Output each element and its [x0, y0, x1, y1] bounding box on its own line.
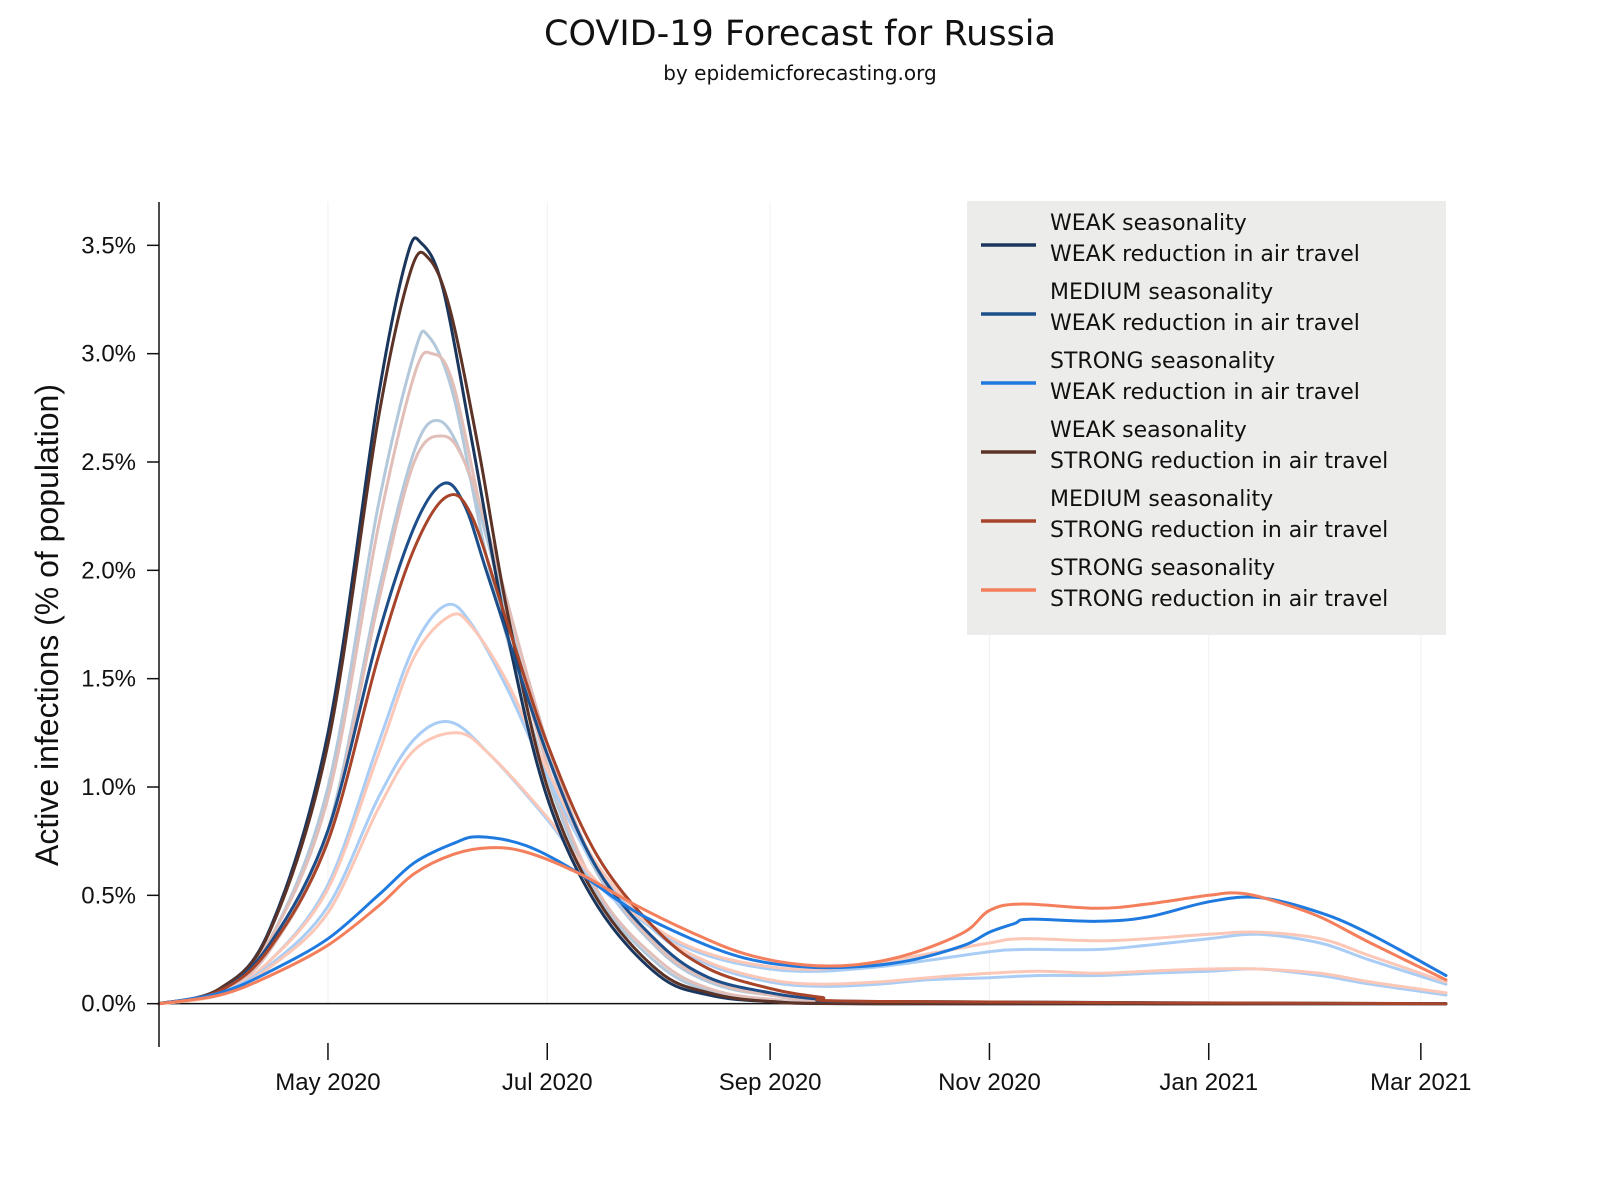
- legend-label: MEDIUM seasonality: [1050, 487, 1273, 512]
- plot-lines: [157, 236, 1448, 1006]
- x-tick-label: May 2020: [275, 1069, 380, 1096]
- x-tick-label: Nov 2020: [938, 1069, 1041, 1096]
- legend-label: STRONG seasonality: [1050, 556, 1275, 581]
- x-tick-label: Jul 2020: [502, 1069, 593, 1096]
- y-tick-label: 3.5%: [81, 232, 136, 259]
- legend-label: WEAK reduction in air travel: [1050, 242, 1360, 267]
- series-line: [157, 612, 1448, 1006]
- legend-label: WEAK seasonality: [1050, 418, 1247, 443]
- legend-label: STRONG reduction in air travel: [1050, 449, 1388, 474]
- legend-label: WEAK reduction in air travel: [1050, 380, 1360, 405]
- y-tick-label: 0.0%: [81, 991, 136, 1018]
- y-tick-label: 1.0%: [81, 774, 136, 801]
- legend-label: WEAK seasonality: [1050, 211, 1247, 236]
- legend-label: WEAK reduction in air travel: [1050, 311, 1360, 336]
- y-tick-label: 0.5%: [81, 882, 136, 909]
- chart-title: COVID-19 Forecast for Russia: [544, 14, 1056, 54]
- x-tick-label: Sep 2020: [719, 1069, 822, 1096]
- x-ticks: May 2020 Jul 2020 Sep 2020 Nov 2020 Jan 2021…: [275, 1043, 1472, 1096]
- y-tick-label: 2.5%: [81, 449, 136, 476]
- x-tick-label: Mar 2021: [1370, 1069, 1471, 1096]
- series-line: [157, 602, 1448, 1006]
- legend-label: STRONG seasonality: [1050, 349, 1275, 374]
- legend-label: STRONG reduction in air travel: [1050, 587, 1388, 612]
- series-line: [157, 835, 1448, 1006]
- chart-subtitle: by epidemicforecasting.org: [663, 61, 936, 85]
- y-axis-title: Active infections (% of population): [29, 384, 65, 866]
- series-line: [157, 846, 1448, 1006]
- series-line: [157, 731, 1448, 1006]
- series-line: [157, 492, 1448, 1006]
- y-tick-label: 1.5%: [81, 666, 136, 693]
- x-tick-label: Jan 2021: [1159, 1069, 1258, 1096]
- legend-background: [967, 201, 1446, 635]
- legend: WEAK seasonality WEAK reduction in air tr…: [967, 201, 1446, 635]
- y-ticks: 0.0% 0.5% 1.0% 1.5% 2.0% 2.5% 3.0% 3.5%: [81, 232, 159, 1018]
- legend-label: MEDIUM seasonality: [1050, 280, 1273, 305]
- y-tick-label: 3.0%: [81, 341, 136, 368]
- series-line: [157, 250, 1448, 1006]
- legend-label: STRONG reduction in air travel: [1050, 518, 1388, 543]
- y-tick-label: 2.0%: [81, 557, 136, 584]
- series-line: [157, 720, 1448, 1006]
